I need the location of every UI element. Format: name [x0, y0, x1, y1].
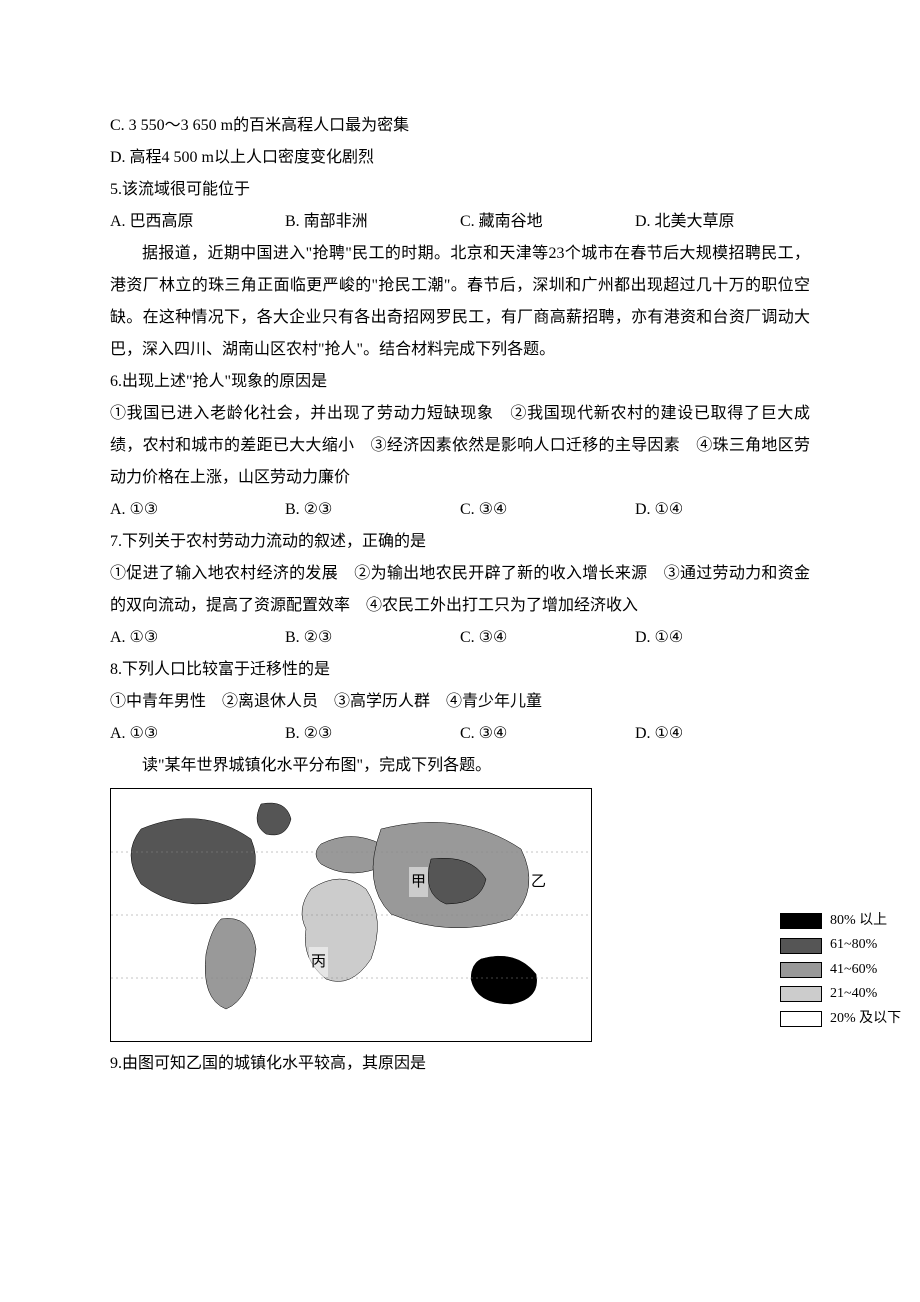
q4-option-d: D. 高程4 500 m以上人口密度变化剧烈 — [110, 142, 810, 174]
q8-opt-d: D. ①④ — [635, 718, 810, 750]
q6-stem: 6.出现上述"抢人"现象的原因是 — [110, 366, 810, 398]
map-legend: 80% 以上 61~80% 41~60% 21~40% 20% 及以下 — [780, 908, 920, 1032]
legend-row-4: 20% 及以下 — [780, 1008, 920, 1030]
q8-opt-a: A. ①③ — [110, 718, 285, 750]
world-map-svg — [111, 789, 591, 1041]
legend-swatch-3 — [780, 986, 822, 1002]
q5-opt-b: B. 南部非洲 — [285, 206, 460, 238]
passage1: 据报道，近期中国进入"抢聘"民工的时期。北京和天津等23个城市在春节后大规模招聘… — [110, 238, 810, 366]
q4-option-c: C. 3 550～3 650 m的百米高程人口最为密集 — [110, 110, 810, 142]
q8-options: A. ①③ B. ②③ C. ③④ D. ①④ — [110, 718, 810, 750]
q7-opt-b: B. ②③ — [285, 622, 460, 654]
q7-opt-a: A. ①③ — [110, 622, 285, 654]
q8-stem: 8.下列人口比较富于迁移性的是 — [110, 654, 810, 686]
legend-swatch-0 — [780, 913, 822, 929]
q8-opt-b: B. ②③ — [285, 718, 460, 750]
q6-opt-b: B. ②③ — [285, 494, 460, 526]
q7-body: ①促进了输入地农村经济的发展 ②为输出地农民开辟了新的收入增长来源 ③通过劳动力… — [110, 558, 810, 622]
q6-body: ①我国已进入老龄化社会，并出现了劳动力短缺现象 ②我国现代新农村的建设已取得了巨… — [110, 398, 810, 494]
q5-options: A. 巴西高原 B. 南部非洲 C. 藏南谷地 D. 北美大草原 — [110, 206, 810, 238]
q6-opt-c: C. ③④ — [460, 494, 635, 526]
legend-label-0: 80% 以上 — [830, 910, 887, 932]
legend-swatch-2 — [780, 962, 822, 978]
q6-options: A. ①③ B. ②③ C. ③④ D. ①④ — [110, 494, 810, 526]
legend-label-1: 61~80% — [830, 934, 877, 956]
world-map-figure: 甲 乙 丙 80% 以上 61~80% 41~60% 21~40% — [110, 788, 810, 1042]
legend-row-3: 21~40% — [780, 983, 920, 1005]
legend-label-4: 20% 及以下 — [830, 1008, 901, 1030]
q7-opt-c: C. ③④ — [460, 622, 635, 654]
legend-label-2: 41~60% — [830, 959, 877, 981]
legend-row-2: 41~60% — [780, 959, 920, 981]
map-label-bing: 丙 — [309, 947, 328, 977]
legend-row-0: 80% 以上 — [780, 910, 920, 932]
legend-label-3: 21~40% — [830, 983, 877, 1005]
passage2: 读"某年世界城镇化水平分布图"，完成下列各题。 — [110, 750, 810, 782]
world-map: 甲 乙 丙 — [110, 788, 592, 1042]
map-label-yi: 乙 — [529, 867, 548, 897]
q5-stem: 5.该流域很可能位于 — [110, 174, 810, 206]
q7-opt-d: D. ①④ — [635, 622, 810, 654]
q6-opt-a: A. ①③ — [110, 494, 285, 526]
legend-swatch-1 — [780, 938, 822, 954]
q8-body: ①中青年男性 ②离退休人员 ③高学历人群 ④青少年儿童 — [110, 686, 810, 718]
q7-stem: 7.下列关于农村劳动力流动的叙述，正确的是 — [110, 526, 810, 558]
q5-opt-a: A. 巴西高原 — [110, 206, 285, 238]
map-label-jia: 甲 — [409, 867, 428, 897]
legend-row-1: 61~80% — [780, 934, 920, 956]
q5-opt-d: D. 北美大草原 — [635, 206, 810, 238]
q5-opt-c: C. 藏南谷地 — [460, 206, 635, 238]
legend-swatch-4 — [780, 1011, 822, 1027]
q6-opt-d: D. ①④ — [635, 494, 810, 526]
q9-stem: 9.由图可知乙国的城镇化水平较高，其原因是 — [110, 1048, 810, 1080]
q7-options: A. ①③ B. ②③ C. ③④ D. ①④ — [110, 622, 810, 654]
q8-opt-c: C. ③④ — [460, 718, 635, 750]
